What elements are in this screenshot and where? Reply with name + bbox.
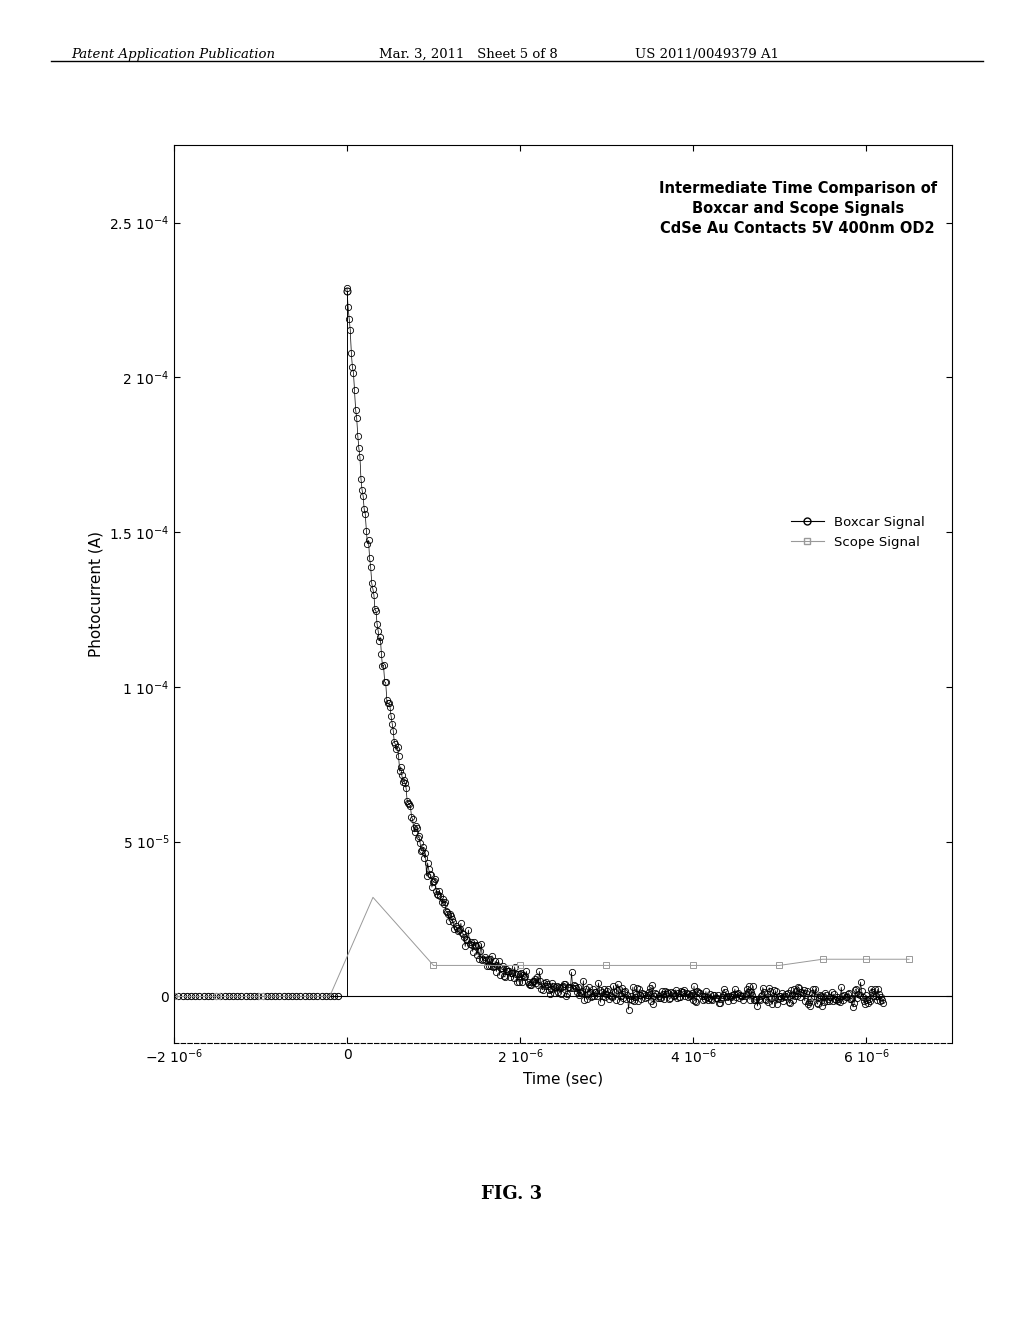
Text: Mar. 3, 2011   Sheet 5 of 8: Mar. 3, 2011 Sheet 5 of 8 [379,48,558,61]
Legend: Boxcar Signal, Scope Signal: Boxcar Signal, Scope Signal [785,511,930,554]
Text: FIG. 3: FIG. 3 [481,1184,543,1203]
Y-axis label: Photocurrent (A): Photocurrent (A) [89,531,103,657]
Text: Intermediate Time Comparison of
Boxcar and Scope Signals
CdSe Au Contacts 5V 400: Intermediate Time Comparison of Boxcar a… [658,181,937,236]
Text: Patent Application Publication: Patent Application Publication [72,48,275,61]
Text: US 2011/0049379 A1: US 2011/0049379 A1 [635,48,779,61]
X-axis label: Time (sec): Time (sec) [523,1072,603,1086]
